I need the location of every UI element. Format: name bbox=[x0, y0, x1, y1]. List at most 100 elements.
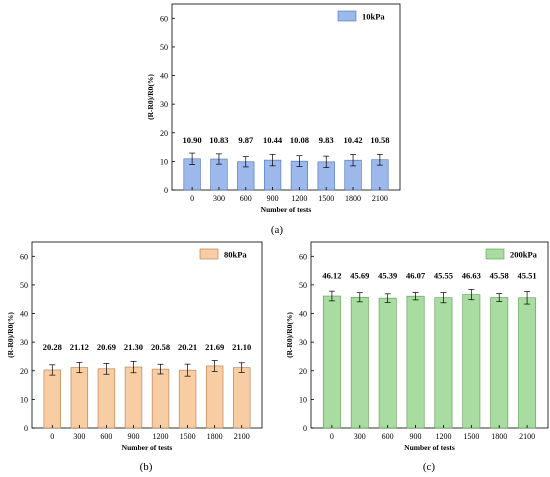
data-label: 10.90 bbox=[183, 135, 202, 145]
x-tick-label: 300 bbox=[354, 432, 366, 441]
data-label: 20.69 bbox=[97, 342, 116, 352]
chart-panel-3: 0 10 20 30 40 50 60 46.12 0 45.69 300 45.39 600 46.07… bbox=[285, 241, 549, 473]
x-tick-label: 1200 bbox=[291, 194, 307, 203]
legend-swatch bbox=[337, 10, 357, 22]
x-tick-label: 600 bbox=[382, 432, 394, 441]
data-label: 45.39 bbox=[378, 270, 397, 280]
bar bbox=[43, 369, 61, 429]
y-axis-title: (R-R0)/R0(%) bbox=[285, 312, 294, 358]
x-tick-label: 900 bbox=[127, 432, 139, 441]
legend-label: 80kPa bbox=[224, 250, 247, 260]
chart-panel-1: 0 10 20 30 40 50 60 10.90 0 10.83 300 9.87 600 10.44 9… bbox=[146, 3, 401, 236]
data-label: 10.08 bbox=[290, 135, 309, 145]
plot-frame bbox=[171, 3, 401, 191]
x-tick-label: 1200 bbox=[435, 432, 451, 441]
bar bbox=[205, 365, 224, 429]
y-tick-label: 40 bbox=[299, 310, 307, 319]
data-label: 45.69 bbox=[350, 270, 369, 280]
y-tick-label: 50 bbox=[299, 281, 307, 290]
data-label: 45.58 bbox=[490, 270, 509, 280]
plot-frame bbox=[310, 241, 549, 429]
bar bbox=[124, 366, 143, 429]
data-label: 10.58 bbox=[370, 135, 389, 145]
panel-caption: (a) bbox=[271, 224, 284, 236]
y-axis-title: (R-R0)/R0(%) bbox=[6, 312, 15, 358]
bar bbox=[350, 296, 369, 429]
x-tick-label: 1500 bbox=[463, 432, 479, 441]
x-tick-label: 2100 bbox=[234, 432, 250, 441]
y-tick-label: 10 bbox=[20, 395, 28, 404]
bar bbox=[322, 295, 341, 429]
y-tick-label: 40 bbox=[20, 310, 28, 319]
y-tick-label: 30 bbox=[160, 100, 168, 109]
bar bbox=[406, 295, 425, 429]
x-tick-label: 0 bbox=[50, 432, 54, 441]
data-label: 21.69 bbox=[205, 342, 224, 352]
x-axis-title: Number of tests bbox=[261, 205, 312, 214]
data-label: 46.07 bbox=[406, 270, 426, 280]
x-tick-label: 1800 bbox=[345, 194, 361, 203]
data-label: 45.51 bbox=[518, 270, 537, 280]
x-tick-label: 600 bbox=[240, 194, 252, 203]
data-label: 20.21 bbox=[178, 342, 197, 352]
data-label: 46.12 bbox=[322, 270, 341, 280]
data-label: 10.44 bbox=[263, 135, 283, 145]
x-tick-label: 0 bbox=[190, 194, 194, 203]
y-tick-label: 20 bbox=[20, 367, 28, 376]
legend-swatch bbox=[199, 248, 219, 260]
x-tick-label: 300 bbox=[213, 194, 225, 203]
bar bbox=[490, 297, 509, 429]
y-axis-title: (R-R0)/R0(%) bbox=[146, 74, 155, 120]
data-label: 21.12 bbox=[70, 342, 89, 352]
panel-caption: (b) bbox=[140, 461, 153, 473]
y-tick-label: 60 bbox=[160, 14, 168, 23]
x-axis-title: Number of tests bbox=[122, 443, 173, 452]
y-tick-label: 40 bbox=[160, 72, 168, 81]
data-label: 20.28 bbox=[43, 342, 62, 352]
x-tick-label: 2100 bbox=[519, 432, 535, 441]
y-tick-label: 60 bbox=[20, 252, 28, 261]
y-tick-label: 20 bbox=[160, 129, 168, 138]
bar bbox=[178, 369, 197, 429]
data-label: 45.55 bbox=[434, 270, 453, 280]
x-tick-label: 2100 bbox=[372, 194, 388, 203]
chart-panel-2: 0 10 20 30 40 50 60 20.28 0 21.12 300 20.69 600 21.30… bbox=[6, 241, 263, 473]
bar bbox=[151, 368, 170, 429]
y-tick-label: 10 bbox=[299, 395, 307, 404]
bar bbox=[97, 368, 116, 429]
plot-frame bbox=[31, 241, 263, 429]
y-tick-label: 30 bbox=[299, 338, 307, 347]
panel-caption: (c) bbox=[423, 461, 436, 473]
data-label: 21.30 bbox=[124, 342, 143, 352]
y-tick-label: 0 bbox=[24, 424, 28, 433]
bar bbox=[233, 367, 251, 429]
bar bbox=[518, 297, 537, 429]
x-tick-label: 1200 bbox=[153, 432, 169, 441]
x-tick-label: 0 bbox=[330, 432, 334, 441]
bar bbox=[434, 297, 453, 429]
data-label: 10.42 bbox=[343, 135, 362, 145]
bar bbox=[378, 297, 397, 429]
data-label: 20.58 bbox=[151, 342, 170, 352]
x-tick-label: 1500 bbox=[180, 432, 196, 441]
y-tick-label: 60 bbox=[299, 252, 307, 261]
x-tick-label: 900 bbox=[410, 432, 422, 441]
x-tick-label: 300 bbox=[73, 432, 85, 441]
y-tick-label: 10 bbox=[160, 157, 168, 166]
y-tick-label: 0 bbox=[303, 424, 307, 433]
y-tick-label: 20 bbox=[299, 367, 307, 376]
y-tick-label: 0 bbox=[164, 186, 168, 195]
data-label: 46.63 bbox=[462, 270, 481, 280]
x-tick-label: 1800 bbox=[491, 432, 507, 441]
x-tick-label: 600 bbox=[100, 432, 112, 441]
data-label: 21.10 bbox=[232, 342, 251, 352]
data-label: 9.87 bbox=[238, 135, 254, 145]
x-axis-title: Number of tests bbox=[404, 443, 455, 452]
x-tick-label: 1800 bbox=[207, 432, 223, 441]
legend-swatch bbox=[485, 248, 505, 260]
x-tick-label: 1500 bbox=[318, 194, 334, 203]
data-label: 9.83 bbox=[319, 135, 334, 145]
legend-label: 200kPa bbox=[510, 250, 538, 260]
bar bbox=[70, 367, 89, 429]
